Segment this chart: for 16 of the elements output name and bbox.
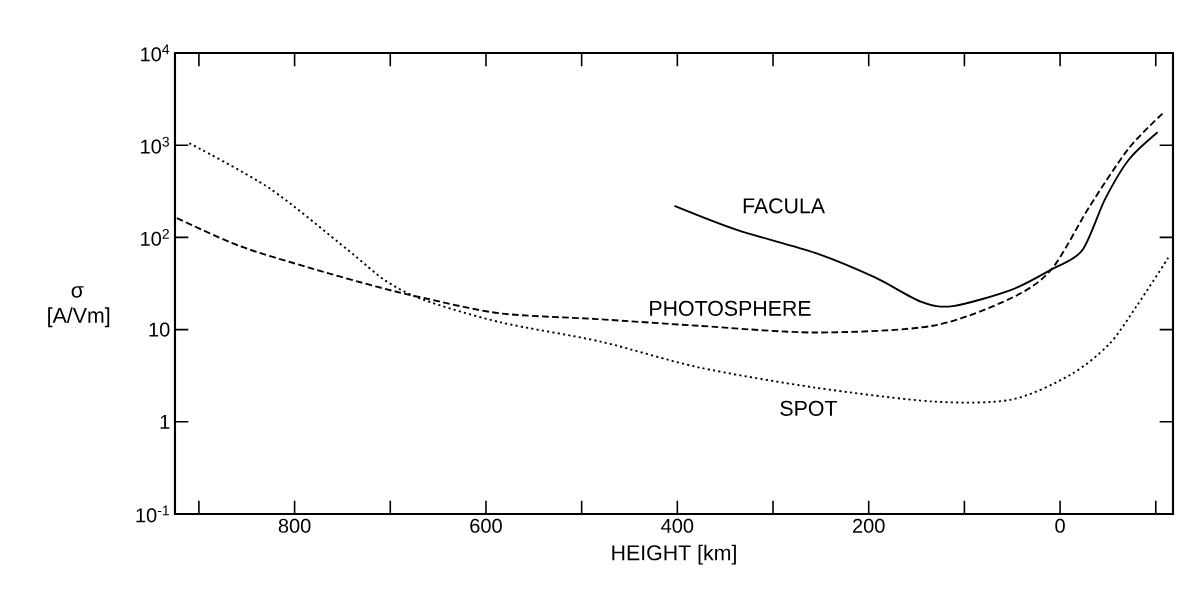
y-tick-label: 10$^{-1}$: [136, 505, 169, 523]
series-label: SPOT: [780, 400, 837, 416]
x-tick-label: 800: [278, 518, 311, 533]
y-tick-label: 10$^{3}$: [141, 136, 169, 154]
series-label: FACULA: [743, 198, 825, 214]
x-axis-title: HEIGHT [km]: [612, 544, 736, 565]
y-tick-label: 1: [160, 414, 170, 429]
y-tick-label: 10$^{2}$: [141, 228, 169, 246]
y-tick-label: 10$^{4}$: [141, 44, 170, 62]
y-axis-title: σ [A/Vm]: [48, 286, 110, 328]
x-tick-label: 0: [1055, 518, 1065, 533]
x-tick-label: 600: [470, 518, 502, 533]
x-tick-label: 400: [661, 518, 694, 533]
y-tick-label: 10: [149, 322, 170, 337]
series-label: PHOTOSPHERE: [650, 300, 811, 316]
x-tick-label: 200: [853, 518, 885, 533]
